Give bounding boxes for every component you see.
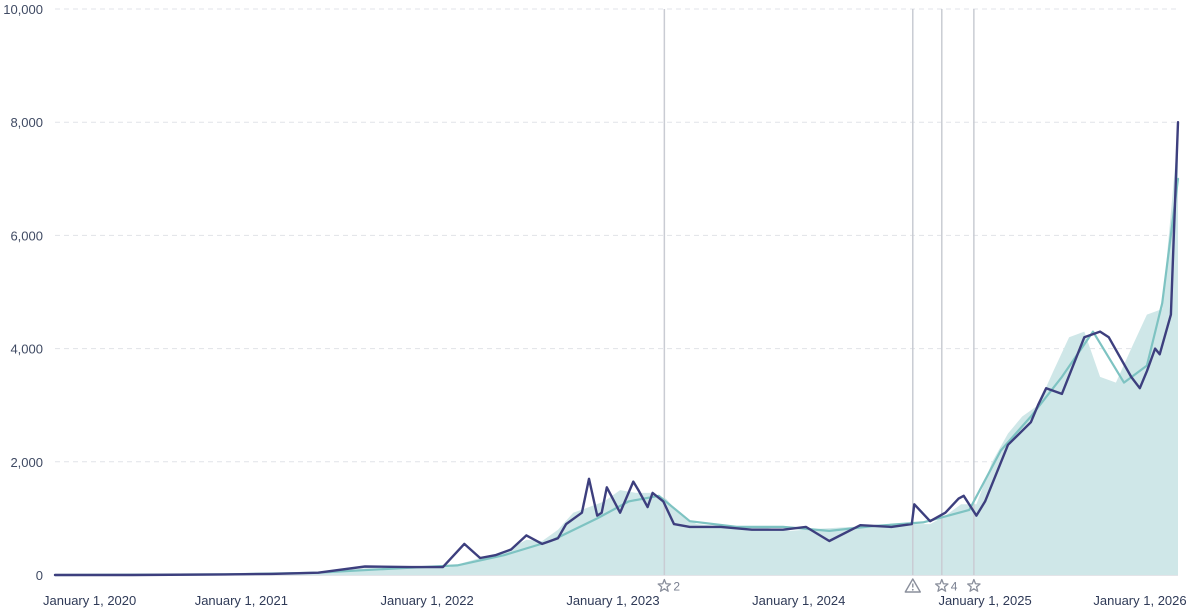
short-average-line — [53, 121, 1180, 577]
event-marker[interactable] — [904, 578, 921, 593]
event-lines — [663, 9, 975, 575]
y-axis: 0 2,000 4,000 6,000 8,000 10,000 — [3, 2, 43, 583]
x-axis: January 1, 2020 January 1, 2021 January 1,… — [43, 593, 1187, 608]
warning-icon-dot — [911, 588, 914, 591]
x-tick-label: January 1, 2023 — [566, 593, 659, 608]
long-average-line — [53, 177, 1180, 577]
y-tick-label: 8,000 — [10, 115, 43, 130]
star-icon[interactable] — [934, 578, 949, 592]
y-tick-label: 10,000 — [3, 2, 43, 17]
y-tick-label: 0 — [36, 568, 43, 583]
event-marker[interactable] — [967, 578, 981, 592]
x-tick-label: January 1, 2024 — [752, 593, 845, 608]
event-marker[interactable]: 4 — [934, 578, 958, 594]
star-icon[interactable] — [657, 578, 672, 592]
y-tick-label: 4,000 — [10, 342, 43, 357]
event-marker[interactable]: 2 — [657, 578, 680, 594]
x-tick-label: January 1, 2020 — [43, 593, 136, 608]
event-marker-count: 2 — [673, 580, 680, 594]
event-marker-count: 4 — [951, 580, 958, 594]
x-tick-label: January 1, 2022 — [381, 593, 474, 608]
warning-icon[interactable] — [904, 578, 921, 593]
y-tick-label: 2,000 — [10, 455, 43, 470]
area-series — [55, 133, 1178, 575]
line-series — [53, 121, 1180, 577]
x-tick-label: January 1, 2025 — [938, 593, 1031, 608]
area-fill — [55, 133, 1178, 575]
x-tick-label: January 1, 2026 — [1093, 593, 1186, 608]
y-tick-label: 6,000 — [10, 228, 43, 243]
x-tick-label: January 1, 2021 — [195, 593, 288, 608]
star-icon[interactable] — [967, 578, 981, 592]
